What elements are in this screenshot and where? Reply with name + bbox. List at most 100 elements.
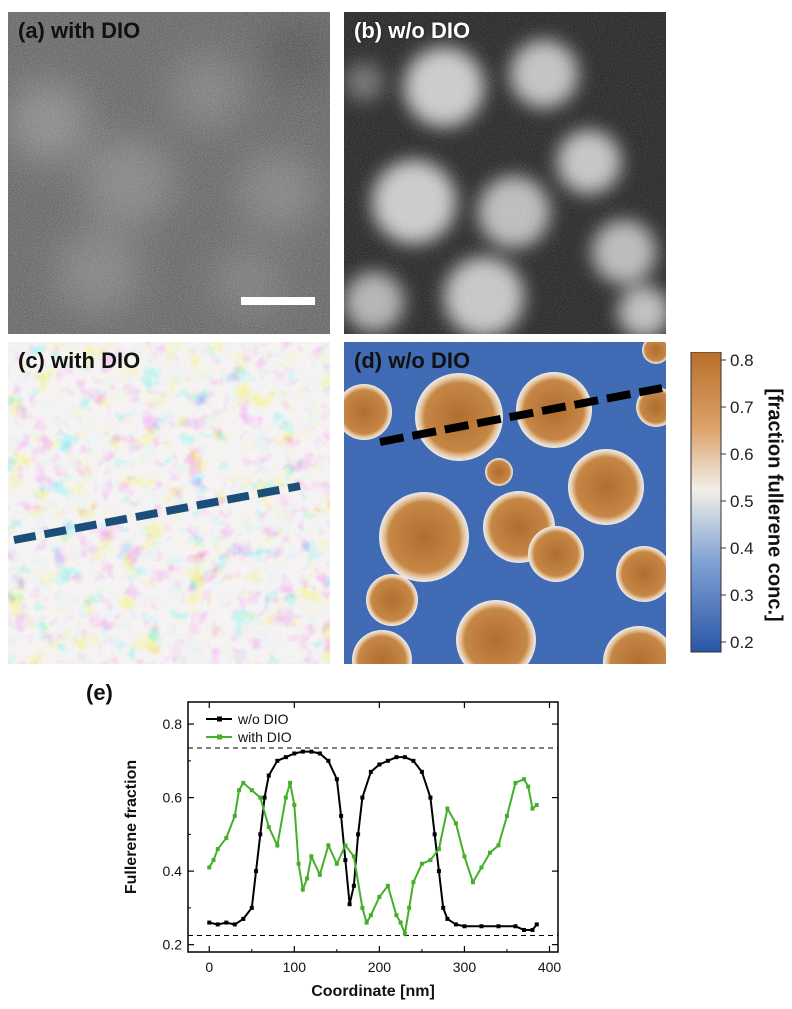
data-point [445, 806, 450, 811]
data-point [211, 858, 216, 863]
data-point [224, 836, 229, 841]
data-point [317, 751, 322, 756]
data-point [207, 865, 212, 870]
data-point [351, 854, 356, 859]
data-point [534, 802, 539, 807]
data-point [266, 773, 271, 778]
data-point [258, 832, 263, 837]
panel-e-label: (e) [86, 680, 113, 705]
panel-a-label: (a) with DIO [18, 18, 141, 43]
panel-b-label: (b) w/o DIO [354, 18, 471, 43]
y-axis-label: Fullerene fraction [123, 760, 140, 894]
colorbar-title: [fraction fullerene conc.] [763, 388, 786, 622]
data-point [224, 920, 229, 925]
scale-bar [241, 297, 315, 305]
data-point [479, 865, 484, 870]
colorbar-tick-label: 0.2 [730, 633, 754, 652]
data-point [296, 861, 301, 866]
data-point [232, 922, 237, 927]
x-axis-label: Coordinate [nm] [311, 983, 435, 1000]
data-point [377, 762, 382, 767]
data-point [241, 916, 246, 921]
data-point [513, 780, 518, 785]
x-tick-label: 400 [538, 959, 562, 975]
data-point [249, 788, 254, 793]
data-point [530, 806, 535, 811]
data-point [377, 894, 382, 899]
colorbar-tick-label: 0.5 [730, 492, 754, 511]
colorbar-tick-label: 0.6 [730, 445, 754, 464]
data-point [283, 795, 288, 800]
data-point [394, 913, 399, 918]
x-tick-label: 300 [453, 959, 477, 975]
data-point [428, 858, 433, 863]
data-point [275, 758, 280, 763]
data-point [339, 813, 344, 818]
composition-map-without-dio [344, 342, 666, 664]
data-point [385, 883, 390, 888]
data-point [356, 832, 361, 837]
legend-label: with DIO [237, 729, 292, 745]
data-point [241, 780, 246, 785]
data-point [479, 924, 484, 929]
stem-image-without-dio [344, 12, 666, 334]
data-point [326, 843, 331, 848]
data-point [441, 905, 446, 910]
data-point [351, 883, 356, 888]
data-point [504, 813, 509, 818]
panel-c-label: (c) with DIO [18, 348, 141, 373]
data-point [292, 751, 297, 756]
data-point [343, 843, 348, 848]
colorbar-tick-label: 0.8 [730, 352, 754, 370]
data-point [385, 758, 390, 763]
image-panel-a: (a) with DIO [8, 12, 330, 334]
data-point [530, 927, 535, 932]
x-tick-label: 200 [368, 959, 392, 975]
data-point [215, 922, 220, 927]
data-point [292, 802, 297, 807]
data-point [462, 924, 467, 929]
colorbar-tick-label: 0.4 [730, 539, 754, 558]
x-tick-label: 0 [205, 959, 213, 975]
stem-image-with-dio [8, 12, 330, 334]
data-point [407, 905, 412, 910]
map-panel-c: (c) with DIO [8, 342, 330, 664]
data-point [275, 843, 280, 848]
image-panel-b: (b) w/o DIO [344, 12, 666, 334]
legend-marker [217, 716, 222, 722]
data-point [487, 850, 492, 855]
data-point [496, 843, 501, 848]
data-point [237, 788, 242, 793]
data-point [305, 876, 310, 881]
data-point [428, 795, 433, 800]
composition-map-with-dio [8, 342, 330, 664]
data-point [254, 869, 259, 874]
x-tick-label: 100 [283, 959, 307, 975]
data-point [364, 920, 369, 925]
data-point [402, 755, 407, 760]
data-point [368, 913, 373, 918]
data-point [453, 922, 458, 927]
y-tick-label: 0.4 [163, 863, 183, 879]
data-point [436, 847, 441, 852]
data-point [258, 795, 263, 800]
data-point [360, 795, 365, 800]
data-point [309, 854, 314, 859]
colorbar-tick-label: 0.7 [730, 398, 754, 417]
line-profile-with-dio [13, 482, 301, 544]
data-point [445, 916, 450, 921]
data-point [394, 755, 399, 760]
data-point [419, 861, 424, 866]
data-point [436, 869, 441, 874]
data-point [513, 924, 518, 929]
data-point [249, 905, 254, 910]
data-point [334, 777, 339, 782]
data-point [526, 784, 531, 789]
data-point [334, 861, 339, 866]
data-point [347, 902, 352, 907]
data-point [470, 880, 475, 885]
data-point [283, 755, 288, 760]
fullerene-profile-chart: 0 100 200 300 400 0.2 0.4 0.6 0.8 Coordinate [nm]… [123, 701, 562, 1000]
data-point [398, 920, 403, 925]
data-point [534, 922, 539, 927]
